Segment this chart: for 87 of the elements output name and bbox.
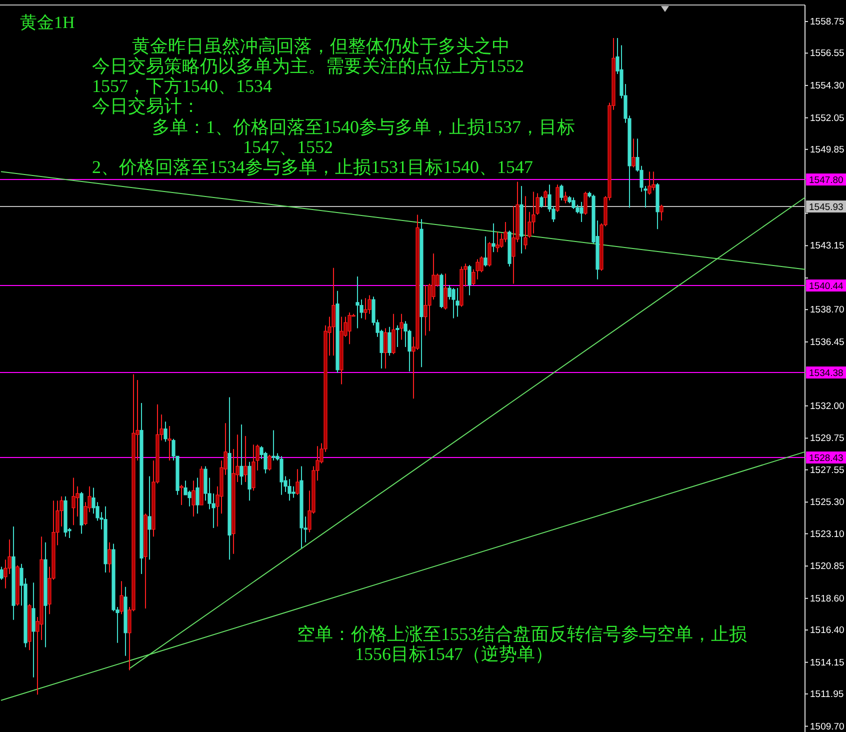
y-tick-label: 1558.75	[810, 16, 844, 28]
candlestick	[396, 324, 400, 348]
candlestick	[280, 456, 284, 496]
y-tick-label: 1520.85	[810, 561, 844, 572]
y-tick-label: 1529.75	[810, 433, 844, 444]
candlestick	[660, 204, 664, 222]
candlestick	[560, 184, 564, 201]
candlestick	[72, 477, 76, 526]
candlestick	[524, 196, 528, 250]
y-tick-label: 1523.10	[810, 528, 844, 540]
candlestick	[0, 566, 4, 580]
candlestick	[564, 191, 568, 204]
y-tick-label: 1536.45	[810, 336, 844, 348]
candlestick	[556, 184, 560, 212]
y-tick-label: 1552.05	[810, 112, 844, 124]
text: 黄金1H	[20, 13, 75, 32]
candlestick	[400, 313, 404, 340]
y-tick-label: 1527.55	[810, 464, 844, 476]
candlestick	[388, 326, 392, 356]
candlestick	[332, 267, 336, 356]
candlestick	[468, 264, 472, 296]
candlestick	[632, 138, 636, 168]
annotation: 1547、1552	[243, 137, 333, 157]
ref-line-label: 1547.80	[809, 175, 844, 186]
candlestick	[584, 191, 588, 216]
annotation: 今日交易策略仍以多单为主。需要关注的点位上方1552	[92, 56, 524, 76]
candlestick	[424, 284, 428, 336]
candlestick	[444, 273, 448, 310]
annotation: 今日交易计：	[92, 96, 200, 116]
y-tick-label: 1532.00	[810, 400, 844, 412]
y-tick-label: 1525.30	[810, 497, 844, 508]
candlestick	[292, 486, 296, 498]
candlestick	[544, 190, 548, 207]
annotation: 1557，下方1540、1534	[92, 76, 272, 96]
y-tick-label: 1518.60	[810, 593, 844, 604]
candlestick	[356, 276, 360, 329]
ref-line-label: 1534.38	[809, 368, 844, 379]
y-tick-label: 1554.30	[810, 80, 844, 92]
y-tick-label: 1543.15	[810, 240, 844, 252]
y-tick-label: 1514.15	[810, 657, 844, 668]
candlestick	[164, 421, 168, 442]
candlestick	[196, 477, 200, 514]
candlestick	[192, 480, 196, 517]
candlestick	[268, 454, 272, 472]
annotation: 1556目标1547（逆势单）	[355, 644, 553, 664]
annotation: 黄金昨日虽然冲高回落，但整体仍处于多头之中	[132, 36, 510, 56]
annotation: 2、价格回落至1534参与多单，止损1531目标1540、1547	[92, 157, 533, 177]
candlestick	[240, 424, 244, 486]
candlestick	[288, 478, 292, 502]
candlestick	[648, 171, 652, 196]
candlestick	[540, 196, 544, 208]
candlestick	[188, 490, 192, 507]
candlestick	[496, 232, 500, 253]
candlestick	[384, 328, 388, 369]
candlestick	[32, 582, 36, 678]
candlestick	[392, 313, 396, 355]
candlestick	[452, 288, 456, 319]
candlestick	[572, 197, 576, 210]
ref-line-label: 1528.43	[809, 453, 844, 464]
y-tick-label: 1511.95	[810, 688, 844, 700]
candlestick	[532, 191, 536, 234]
candlestick	[148, 476, 152, 560]
y-tick-label: 1556.55	[810, 48, 844, 60]
annotation: 空单：价格上涨至1553结合盘面反转信号参与空单，止损	[297, 624, 747, 644]
y-tick-label: 1538.70	[810, 304, 844, 316]
candlestick	[364, 298, 368, 320]
ref-line-label: 1540.44	[809, 281, 844, 292]
candlestick	[492, 222, 496, 253]
candlestick	[348, 312, 352, 345]
y-tick-label: 1549.85	[810, 144, 844, 156]
candlestick	[248, 461, 252, 502]
y-tick-label: 1509.70	[810, 721, 844, 732]
y-tick-label: 1516.40	[810, 625, 844, 636]
candlestick	[296, 468, 300, 496]
candlestick	[108, 542, 112, 574]
candlestick	[180, 484, 184, 506]
candlestick	[488, 242, 492, 267]
candlestick	[272, 430, 276, 461]
candlestick	[456, 288, 460, 318]
candlestick	[244, 436, 248, 483]
candlestick	[484, 236, 488, 267]
candlestick	[120, 580, 124, 615]
candlestick	[652, 171, 656, 191]
candlestick	[580, 201, 584, 222]
candlestick	[168, 425, 172, 461]
ref-line-label: 1545.93	[809, 202, 844, 213]
annotation: 多单：1、价格回落至1540参与多单，止损1537，目标	[152, 117, 575, 137]
